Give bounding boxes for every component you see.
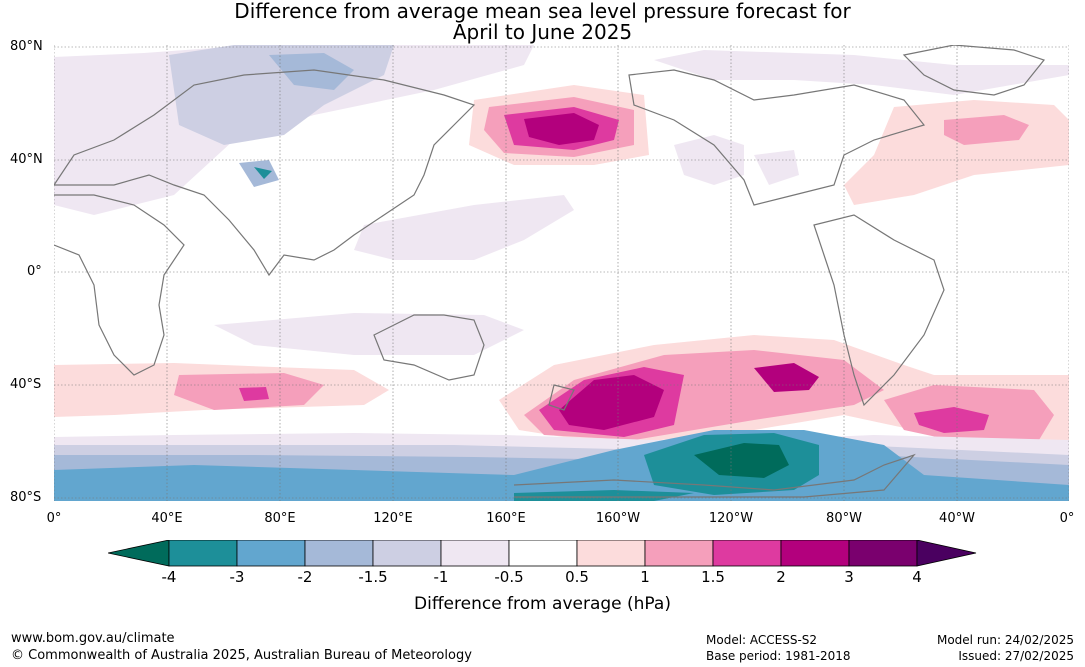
colorbar-extend-high — [916, 540, 977, 567]
colorbar-segment — [780, 540, 850, 567]
colorbar-tick-label: -1 — [433, 568, 449, 586]
lat-label-40s: 40°S — [10, 377, 42, 392]
footer-copyright: © Commonwealth of Australia 2025, Austra… — [11, 648, 472, 663]
lon-label-80e: 80°E — [264, 511, 296, 526]
lon-label-0-right: 0° — [1059, 511, 1075, 526]
lon-label-160w: 160°W — [595, 511, 641, 526]
colorbar-tick-label: 1.5 — [701, 568, 725, 586]
lon-label-40w: 40°W — [939, 511, 975, 526]
colorbar-segment — [644, 540, 714, 567]
colorbar-tick-label: 0.5 — [565, 568, 589, 586]
footer-issued: Issued: 27/02/2025 — [958, 649, 1074, 663]
forecast-map — [54, 45, 1069, 501]
colorbar-tick-label: 4 — [912, 568, 922, 586]
lon-label-120w: 120°W — [708, 511, 754, 526]
colorbar-tick-label: -2 — [297, 568, 313, 586]
lat-label-80s: 80°S — [10, 490, 42, 505]
colorbar-segment — [168, 540, 238, 567]
lat-label-40n: 40°N — [10, 152, 43, 167]
colorbar-tick-label: -0.5 — [494, 568, 524, 586]
footer-model: Model: ACCESS-S2 — [706, 633, 818, 647]
footer-url: www.bom.gov.au/climate — [11, 631, 175, 646]
colorbar-tick-label: -4 — [161, 568, 177, 586]
lon-label-80w: 80°W — [826, 511, 862, 526]
map-title-line-2: April to June 2025 — [452, 20, 633, 44]
colorbar-segment — [508, 540, 578, 567]
colorbar-segment — [440, 540, 510, 567]
graticule — [54, 45, 1069, 501]
colorbar-tick-label: 1 — [640, 568, 650, 586]
footer-model-run: Model run: 24/02/2025 — [936, 633, 1074, 647]
colorbar-segment — [848, 540, 918, 567]
colorbar-tick-label: -3 — [229, 568, 245, 586]
colorbar-segment — [236, 540, 306, 567]
colorbar-tick-label: 2 — [776, 568, 786, 586]
colorbar-title: Difference from average (hPa) — [414, 594, 671, 614]
colorbar-segment — [304, 540, 374, 567]
lon-label-120e: 120°E — [373, 511, 413, 526]
footer-base-period: Base period: 1981-2018 — [706, 649, 851, 663]
lat-label-equator: 0° — [27, 264, 42, 279]
colorbar-tick-label: -1.5 — [358, 568, 388, 586]
lon-label-40e: 40°E — [151, 511, 183, 526]
lat-label-80n: 80°N — [10, 39, 43, 54]
colorbar-extend-low — [108, 540, 170, 567]
lon-label-160e: 160°E — [486, 511, 526, 526]
coastlines — [54, 45, 1046, 498]
colorbar-segment — [372, 540, 442, 567]
lon-label-0-left: 0° — [46, 511, 62, 526]
map-title-line-1: Difference from average mean sea level p… — [234, 0, 851, 23]
colorbar — [108, 540, 977, 567]
colorbar-tick-label: 3 — [844, 568, 854, 586]
colorbar-segment — [576, 540, 646, 567]
colorbar-segment — [712, 540, 782, 567]
